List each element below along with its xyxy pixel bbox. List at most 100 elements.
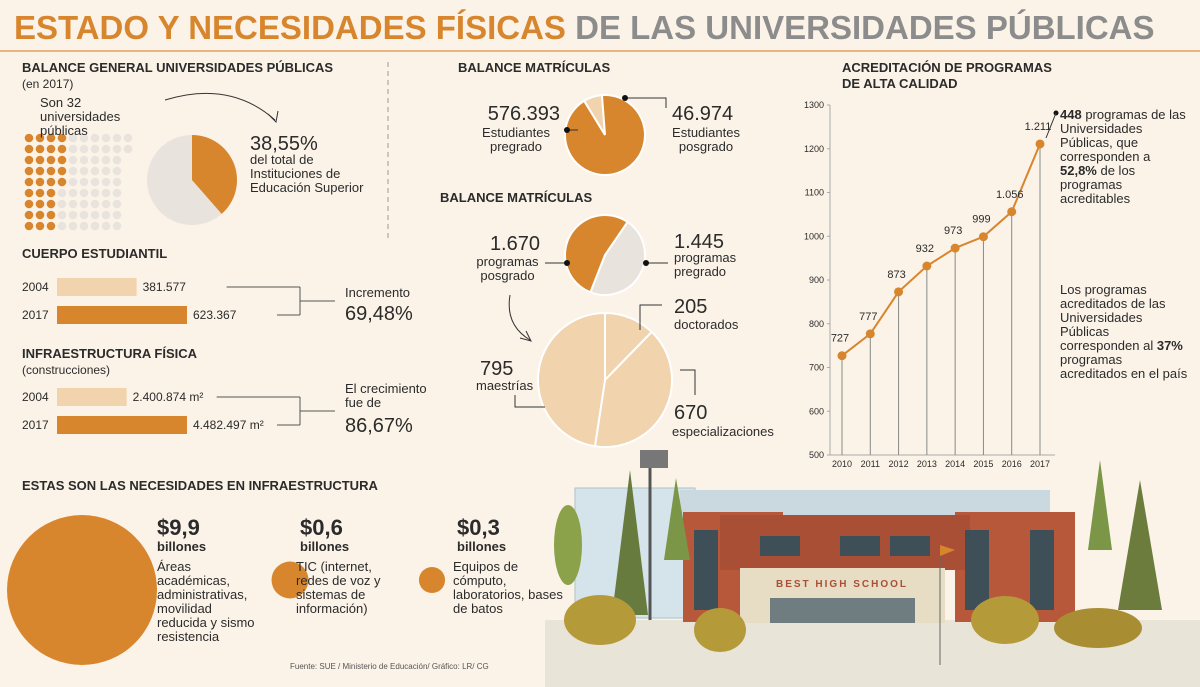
door bbox=[770, 598, 915, 623]
university-dot bbox=[24, 133, 34, 143]
university-dot bbox=[46, 133, 56, 143]
leader-dot bbox=[564, 260, 570, 266]
university-dot bbox=[68, 210, 78, 220]
value-label: 1.445 bbox=[674, 231, 724, 253]
arrow-head bbox=[267, 110, 279, 124]
title-rest: DE LAS UNIVERSIDADES PÚBLICAS bbox=[575, 9, 1155, 46]
university-dot bbox=[46, 177, 56, 187]
leader bbox=[514, 304, 696, 408]
y-tick-label: 900 bbox=[809, 275, 824, 285]
university-dot bbox=[112, 144, 122, 154]
note-part: 448 bbox=[1060, 107, 1082, 122]
window bbox=[760, 536, 800, 556]
pie-slice bbox=[564, 94, 646, 176]
university-dot bbox=[90, 144, 100, 154]
university-dot bbox=[79, 155, 89, 165]
school-illustration: BEST HIGH SCHOOL bbox=[545, 450, 1200, 687]
tree bbox=[1088, 460, 1112, 550]
value-label: 873 bbox=[887, 269, 905, 281]
section-title: CUERPO ESTUDIANTIL bbox=[22, 246, 167, 261]
value-label: 381.577 bbox=[143, 280, 187, 294]
x-tick-label: 2013 bbox=[917, 459, 937, 469]
value-label: 1.056 bbox=[996, 189, 1024, 201]
section-title: INFRAESTRUCTURA FÍSICA bbox=[22, 346, 198, 361]
university-dot bbox=[46, 166, 56, 176]
university-dot bbox=[24, 199, 34, 209]
window bbox=[1030, 530, 1054, 610]
university-dot bbox=[79, 177, 89, 187]
chart-title: ACREDITACIÓN DE PROGRAMAS bbox=[842, 60, 1052, 75]
university-dot bbox=[46, 188, 56, 198]
university-dot bbox=[90, 199, 100, 209]
leader-dot bbox=[622, 95, 628, 101]
value-label: 623.367 bbox=[193, 308, 237, 322]
university-dot bbox=[57, 188, 67, 198]
slice-label: programas pregrado bbox=[674, 250, 737, 279]
university-dot bbox=[24, 177, 34, 187]
point bbox=[1007, 207, 1017, 217]
university-dot bbox=[46, 199, 56, 209]
note: Incremento bbox=[345, 285, 410, 300]
need-description: TIC (internet, redes de voz y sistemas d… bbox=[296, 559, 381, 616]
tree bbox=[554, 505, 582, 585]
university-dot bbox=[57, 144, 67, 154]
note-part: 37% bbox=[1156, 338, 1183, 353]
university-dot bbox=[68, 177, 78, 187]
value-label: 46.974 bbox=[672, 103, 733, 125]
x-tick-label: 2017 bbox=[1030, 459, 1050, 469]
value-label: 1.670 bbox=[490, 233, 540, 255]
source: Fuente: SUE / Ministerio de Educación/ G… bbox=[290, 662, 489, 671]
need-value: $9,9 bbox=[157, 515, 200, 540]
point bbox=[922, 261, 932, 271]
pie-slice bbox=[537, 311, 606, 448]
subtitle: (construcciones) bbox=[22, 363, 110, 377]
pie-slice bbox=[564, 214, 629, 294]
need-circle bbox=[271, 561, 309, 599]
y-tick-label: 600 bbox=[809, 406, 824, 416]
university-dot bbox=[112, 166, 122, 176]
need-description: Equipos de cómputo, laboratorios, bases … bbox=[453, 559, 563, 616]
note: Los programas acreditados de las Univers… bbox=[1060, 283, 1190, 381]
university-dot bbox=[24, 210, 34, 220]
university-dot bbox=[123, 133, 133, 143]
window bbox=[965, 530, 989, 610]
leader-dot bbox=[564, 127, 570, 133]
university-dot bbox=[46, 210, 56, 220]
bush bbox=[971, 596, 1039, 644]
leader bbox=[1045, 112, 1057, 139]
percent-label: 38,55% bbox=[250, 133, 318, 155]
section-title: BALANCE MATRÍCULAS bbox=[440, 190, 592, 205]
university-dot bbox=[112, 177, 122, 187]
note-part: programas de las Universidades Públicas,… bbox=[1060, 107, 1186, 164]
university-dot bbox=[112, 188, 122, 198]
university-dot bbox=[90, 188, 100, 198]
university-dot bbox=[24, 188, 34, 198]
slice-label: Estudiantes pregrado bbox=[482, 125, 550, 154]
university-dot bbox=[101, 210, 111, 220]
university-dot bbox=[101, 177, 111, 187]
value-label: 670 bbox=[674, 402, 707, 424]
university-dot bbox=[101, 144, 111, 154]
university-dot bbox=[24, 155, 34, 165]
title-main: ESTADO Y NECESIDADES FÍSICAS bbox=[14, 9, 566, 46]
point bbox=[1035, 139, 1045, 149]
university-dot bbox=[57, 221, 67, 231]
note: 448 programas de las Universidades Públi… bbox=[1060, 108, 1190, 206]
university-dot bbox=[46, 144, 56, 154]
section-title: BALANCE MATRÍCULAS bbox=[458, 60, 610, 75]
university-dot bbox=[112, 221, 122, 231]
y-tick-label: 1200 bbox=[804, 144, 824, 154]
university-dot bbox=[46, 155, 56, 165]
y-tick-label: 1100 bbox=[805, 188, 824, 198]
category-label: 2004 bbox=[22, 280, 49, 294]
arrow bbox=[164, 92, 276, 121]
window bbox=[694, 530, 718, 610]
window bbox=[840, 536, 880, 556]
pie-slice bbox=[589, 220, 646, 296]
university-dot bbox=[90, 155, 100, 165]
university-dot bbox=[57, 177, 67, 187]
note: Son 32 universidades públicas bbox=[40, 95, 121, 138]
category-label: 2017 bbox=[22, 308, 49, 322]
subtitle: (en 2017) bbox=[22, 77, 73, 91]
